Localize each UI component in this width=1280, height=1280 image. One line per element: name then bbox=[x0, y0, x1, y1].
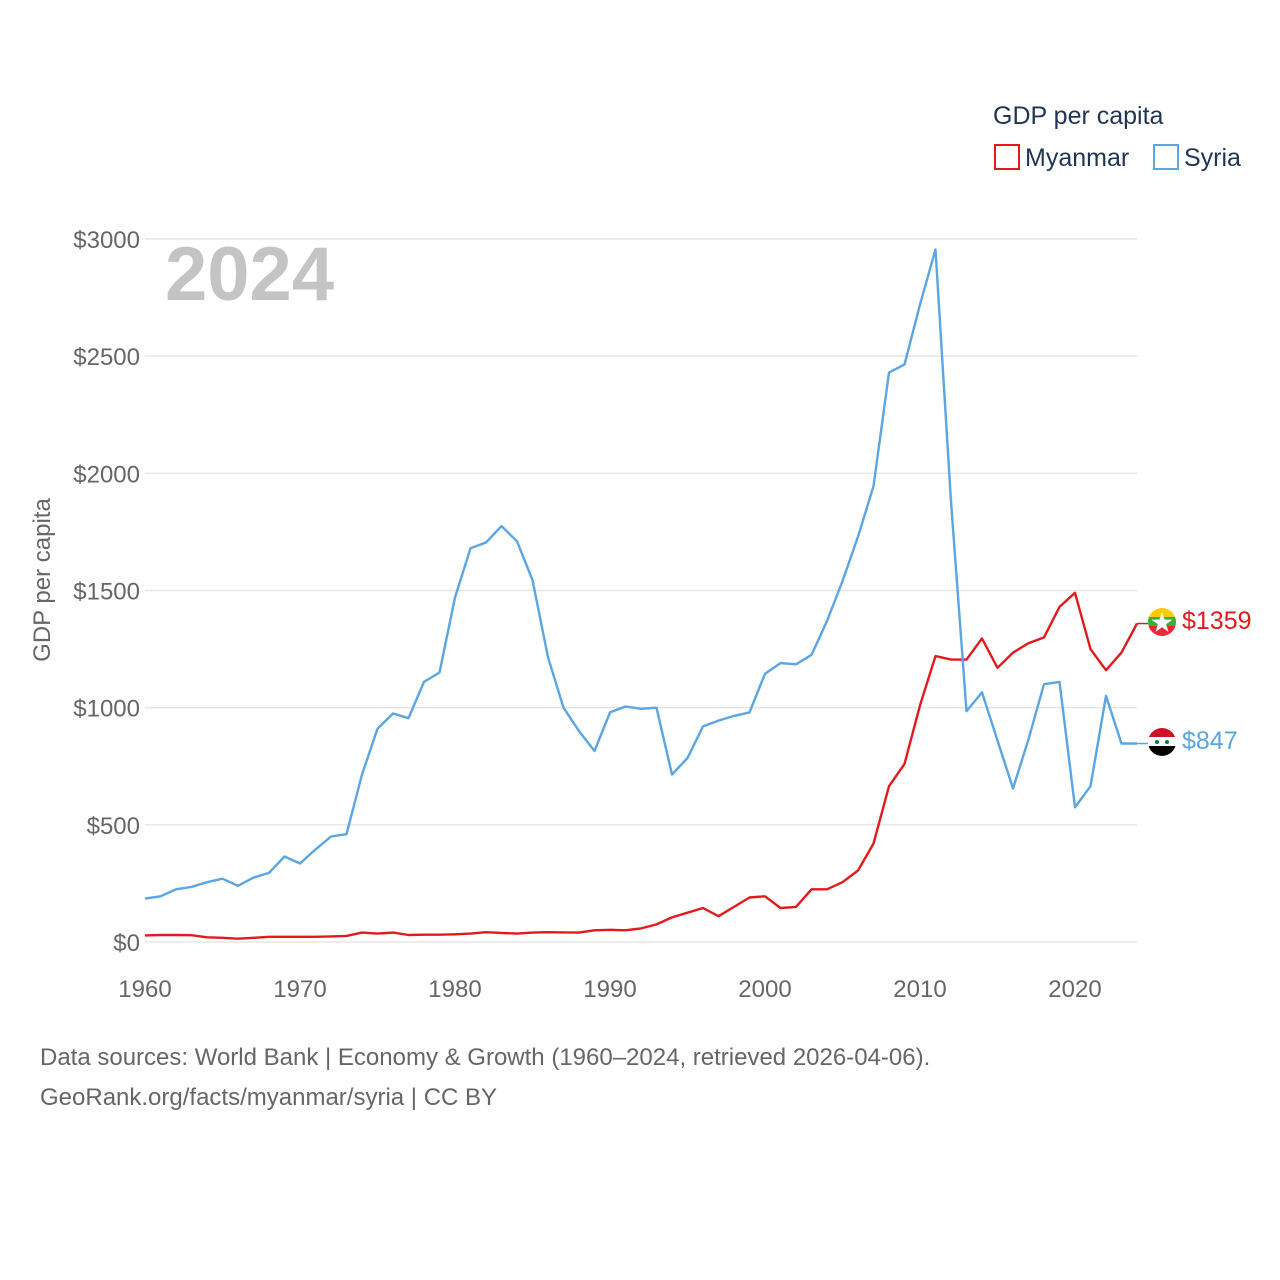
y-tick-label: $1000 bbox=[73, 696, 140, 723]
y-tick-label: $0 bbox=[113, 930, 140, 957]
myanmar-flag-icon bbox=[1148, 608, 1176, 636]
myanmar-end-value-label: $1359 bbox=[1182, 607, 1252, 635]
x-tick-label: 2020 bbox=[1048, 976, 1101, 1003]
legend-swatch-myanmar bbox=[994, 144, 1020, 170]
legend-swatch-syria bbox=[1153, 144, 1179, 170]
footer-data-source: Data sources: World Bank | Economy & Gro… bbox=[40, 1044, 931, 1071]
y-tick-label: $500 bbox=[87, 813, 140, 840]
y-tick-label: $2500 bbox=[73, 344, 140, 371]
syria-flag-icon bbox=[1148, 728, 1176, 756]
legend: GDP per capita Myanmar Syria bbox=[993, 102, 1241, 172]
y-tick-label: $1500 bbox=[73, 579, 140, 606]
gridlines bbox=[145, 238, 1137, 943]
legend-item-syria[interactable]: Syria bbox=[1153, 144, 1241, 172]
y-tick-label: $2000 bbox=[73, 461, 140, 488]
x-tick-label: 2010 bbox=[893, 976, 946, 1003]
series-line-myanmar bbox=[144, 591, 1139, 940]
legend-title: GDP per capita bbox=[993, 102, 1164, 130]
x-tick-label: 2000 bbox=[738, 976, 791, 1003]
x-tick-label: 1990 bbox=[583, 976, 636, 1003]
x-tick-label: 1960 bbox=[118, 976, 171, 1003]
legend-label-myanmar: Myanmar bbox=[1025, 144, 1129, 172]
legend-label-syria: Syria bbox=[1184, 144, 1241, 172]
x-tick-label: 1970 bbox=[273, 976, 326, 1003]
legend-item-myanmar[interactable]: Myanmar bbox=[994, 144, 1129, 172]
x-axis-ticks: 1960 1970 1980 1990 2000 2010 2020 bbox=[118, 976, 1101, 1003]
x-tick-label: 1980 bbox=[428, 976, 481, 1003]
series-line-syria bbox=[144, 248, 1137, 900]
year-watermark: 2024 bbox=[165, 232, 334, 317]
footer-credit: GeoRank.org/facts/myanmar/syria | CC BY bbox=[40, 1084, 498, 1111]
y-axis-label: GDP per capita bbox=[29, 498, 56, 662]
y-axis-ticks: $0 $500 $1000 $1500 $2000 $2500 $3000 bbox=[73, 227, 140, 957]
y-tick-label: $3000 bbox=[73, 227, 140, 254]
series-lines bbox=[144, 248, 1148, 940]
syria-end-value-label: $847 bbox=[1182, 727, 1238, 755]
